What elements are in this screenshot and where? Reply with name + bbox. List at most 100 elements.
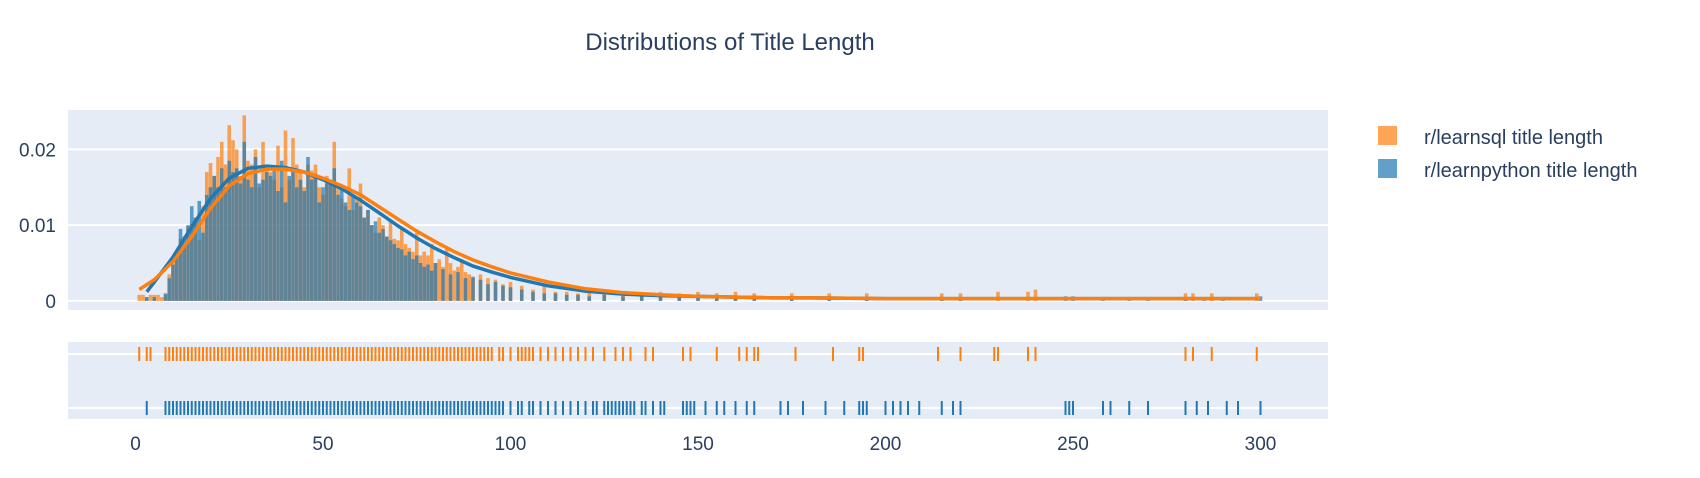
histogram-bar — [332, 168, 337, 301]
histogram-bar — [486, 284, 490, 301]
histogram-bar — [182, 236, 187, 301]
histogram-bar — [178, 228, 183, 301]
histogram-bar — [362, 217, 367, 301]
histogram-bar — [309, 179, 314, 301]
histogram-bar — [354, 202, 359, 301]
legend: r/learnsql title length r/learnpython ti… — [1378, 126, 1637, 182]
x-tick-label: 150 — [682, 434, 714, 455]
histogram-bar — [639, 296, 644, 301]
chart-title: Distributions of Title Length — [585, 29, 875, 56]
histogram-bar — [223, 187, 228, 301]
histogram-bar — [373, 221, 378, 301]
histogram-bar — [347, 210, 352, 301]
histogram-bar — [377, 232, 382, 301]
histogram-bar — [444, 247, 449, 301]
histogram-bar — [189, 206, 194, 301]
histogram-bar — [306, 156, 310, 301]
histogram-bar — [576, 294, 580, 301]
histogram-bar — [141, 294, 145, 301]
histogram-bar — [396, 247, 400, 301]
histogram-bar — [152, 297, 157, 301]
histogram-bar — [193, 217, 198, 301]
histogram-bar — [294, 187, 299, 301]
histogram-bar — [264, 172, 269, 301]
histogram-bar — [388, 240, 393, 301]
histogram-bar — [328, 179, 333, 301]
histogram-bar — [287, 175, 292, 301]
y-tick-label: 0.02 — [19, 140, 56, 161]
y-tick-label: 0.01 — [19, 216, 56, 237]
histogram-bar — [137, 294, 142, 301]
histogram-bar — [317, 202, 322, 301]
histogram-bar — [197, 200, 202, 301]
histogram-bar — [253, 156, 258, 301]
legend-label-learnsql: r/learnsql title length — [1424, 127, 1603, 149]
learnpython-histogram — [144, 141, 1263, 301]
histogram-bar — [553, 293, 558, 301]
histogram-bar — [174, 251, 179, 301]
x-tick-label: 250 — [1057, 434, 1089, 455]
histogram-bar — [403, 255, 408, 301]
histogram-bar — [227, 160, 232, 301]
histogram-bar — [204, 194, 209, 301]
histogram-bar — [996, 291, 1000, 301]
histogram-bar — [257, 183, 262, 301]
histogram-bar — [696, 297, 700, 301]
histogram-bar — [433, 263, 438, 301]
histogram-bar — [167, 278, 172, 301]
histogram-bar — [343, 202, 348, 301]
histogram-bar — [471, 276, 475, 301]
histogram-bar — [156, 294, 160, 301]
histogram-bar — [677, 296, 682, 301]
learnsql-density-curve — [138, 167, 1261, 301]
histogram-bar — [268, 175, 273, 301]
histogram-bar — [302, 191, 307, 301]
legend-swatch-learnsql — [1378, 126, 1397, 145]
histogram-bar — [1033, 289, 1038, 301]
y-tick-label: 0 — [45, 292, 56, 313]
learnsql-rug — [138, 347, 1258, 361]
histogram-bar — [291, 168, 295, 301]
histogram-bar — [351, 194, 355, 301]
x-tick-label: 100 — [495, 434, 527, 455]
histogram-bar — [587, 296, 592, 301]
histogram-bar — [186, 225, 190, 301]
learnpython-rug — [145, 401, 1262, 415]
histogram-bar — [564, 294, 569, 301]
x-tick-label: 200 — [870, 434, 902, 455]
histogram-bar — [463, 278, 468, 301]
y-axis-ticks: 0 0.01 0.02 — [19, 140, 56, 313]
histogram-bar — [429, 270, 434, 301]
histogram-bar — [478, 279, 483, 301]
histogram-bar — [733, 297, 738, 301]
histogram-bar — [366, 210, 370, 301]
legend-label-learnpython: r/learnpython title length — [1424, 160, 1637, 182]
histogram-bar — [159, 297, 164, 301]
histogram-bar — [414, 255, 419, 301]
histogram-bar — [216, 187, 220, 301]
x-tick-label: 50 — [312, 434, 333, 455]
histogram-bar — [279, 160, 284, 301]
histogram-bar — [407, 251, 412, 301]
x-tick-label: 300 — [1245, 434, 1277, 455]
histogram-bar — [358, 206, 363, 301]
histogram-bar — [441, 269, 445, 301]
histogram-bar — [418, 263, 423, 301]
histogram-bar — [272, 168, 277, 301]
histogram-bar — [456, 272, 460, 301]
histogram-bar — [336, 194, 340, 301]
histogram-bar — [426, 264, 430, 301]
histogram-bar — [144, 297, 149, 301]
histogram-bar — [249, 187, 254, 301]
histogram-bar — [148, 294, 153, 301]
histogram-bar — [399, 249, 404, 301]
histogram-bar — [714, 296, 719, 301]
histogram-bar — [163, 293, 168, 301]
histogram-bar — [392, 244, 397, 301]
legend-swatch-learnpython — [1378, 159, 1397, 178]
histogram-bar — [448, 274, 453, 301]
histogram-bar — [411, 259, 415, 301]
histogram-bar — [459, 259, 464, 301]
histogram-bar — [298, 179, 303, 301]
